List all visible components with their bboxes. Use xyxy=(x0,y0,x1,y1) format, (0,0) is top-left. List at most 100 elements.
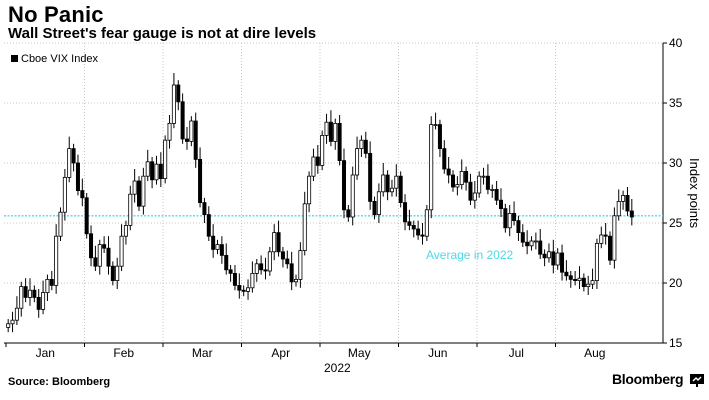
candle-up xyxy=(41,292,46,310)
candle-up xyxy=(507,212,512,229)
candle-down xyxy=(259,263,264,271)
candle-down xyxy=(608,235,613,261)
candle-up xyxy=(472,192,477,201)
candle-down xyxy=(137,180,142,207)
candle-up xyxy=(481,175,486,178)
candle-up xyxy=(294,278,299,283)
candle-down xyxy=(564,271,569,277)
candle-down xyxy=(411,224,416,230)
candle-down xyxy=(93,257,98,267)
candle-down xyxy=(36,296,41,310)
candle-down xyxy=(158,163,163,179)
candle-down xyxy=(49,278,54,286)
candle-down xyxy=(468,181,473,201)
candle-down xyxy=(446,168,451,176)
candle-up xyxy=(455,184,460,188)
candle-down xyxy=(328,121,333,142)
y-tick-label: 20 xyxy=(669,276,683,290)
candle-up xyxy=(577,277,582,282)
candle-down xyxy=(106,247,111,267)
legend-label: Cboe VIX Index xyxy=(21,53,99,65)
candle-up xyxy=(19,286,24,309)
candle-down xyxy=(437,124,442,149)
candle-up xyxy=(599,234,604,244)
candle-up xyxy=(594,242,599,281)
candle-up xyxy=(490,188,495,191)
candle-down xyxy=(494,188,499,201)
candle-down xyxy=(232,272,237,286)
candle-down xyxy=(89,233,94,259)
candle-up xyxy=(533,240,538,243)
candle-up xyxy=(189,120,194,142)
candle-down xyxy=(525,241,530,247)
candle-up xyxy=(355,148,360,176)
candle-down xyxy=(224,254,229,271)
x-tick-label: Jul xyxy=(509,346,524,360)
candle-up xyxy=(529,240,534,247)
candle-up xyxy=(62,176,67,213)
candle-up xyxy=(586,283,591,288)
candle-up xyxy=(141,175,146,207)
candle-up xyxy=(477,175,482,194)
candle-up xyxy=(163,139,168,179)
candle-down xyxy=(184,138,189,142)
candle-down xyxy=(403,202,408,223)
candle-up xyxy=(298,250,303,280)
candle-up xyxy=(14,307,19,321)
candle-down xyxy=(84,197,89,235)
y-axis-label: Index points xyxy=(687,158,702,229)
x-axis-year-label: 2022 xyxy=(324,361,351,375)
candle-down xyxy=(512,212,517,221)
candle-down xyxy=(485,175,490,190)
candle-down xyxy=(520,232,525,243)
candle-up xyxy=(167,123,172,141)
x-tick-label: Jun xyxy=(428,346,447,360)
candle-up xyxy=(97,244,102,267)
candle-down xyxy=(337,123,342,162)
candle-up xyxy=(67,148,72,178)
candle-up xyxy=(10,319,15,325)
candle-down xyxy=(211,235,216,250)
candle-down xyxy=(110,265,115,282)
candle-up xyxy=(590,280,595,285)
candle-down xyxy=(219,244,224,256)
candle-down xyxy=(23,286,28,298)
candle-up xyxy=(307,175,312,205)
candle-up xyxy=(215,244,220,250)
candle-down xyxy=(315,156,320,166)
candle-down xyxy=(629,210,634,218)
candle-down xyxy=(416,228,421,236)
candle-down xyxy=(280,251,285,260)
candle-up xyxy=(27,289,32,298)
chart-title: No Panic xyxy=(8,2,104,27)
candle-down xyxy=(542,253,547,259)
candle-down xyxy=(346,209,351,218)
candle-down xyxy=(80,190,85,199)
candle-up xyxy=(389,187,394,193)
candle-down xyxy=(603,234,608,237)
candle-up xyxy=(254,263,259,274)
candle-down xyxy=(71,148,76,164)
candle-up xyxy=(429,124,434,211)
candle-up xyxy=(267,251,272,272)
candle-down xyxy=(32,289,37,298)
y-tick-label: 30 xyxy=(669,156,683,170)
candle-up xyxy=(45,278,50,293)
legend-swatch xyxy=(11,55,18,62)
candle-up xyxy=(612,215,617,261)
candle-up xyxy=(123,224,128,237)
candle-up xyxy=(145,161,150,177)
candle-up xyxy=(246,287,251,292)
candle-up xyxy=(621,194,626,202)
candle-down xyxy=(202,202,207,216)
reference-line-label: Average in 2022 xyxy=(426,248,514,262)
candle-up xyxy=(272,232,277,253)
candle-down xyxy=(180,101,185,140)
candle-up xyxy=(424,209,429,237)
candle-down xyxy=(464,170,469,183)
candle-up xyxy=(555,252,560,266)
candle-down xyxy=(372,200,377,215)
candle-down xyxy=(551,251,556,266)
candle-up xyxy=(115,265,120,282)
chart-subtitle: Wall Street's fear gauge is not at dire … xyxy=(8,25,317,42)
